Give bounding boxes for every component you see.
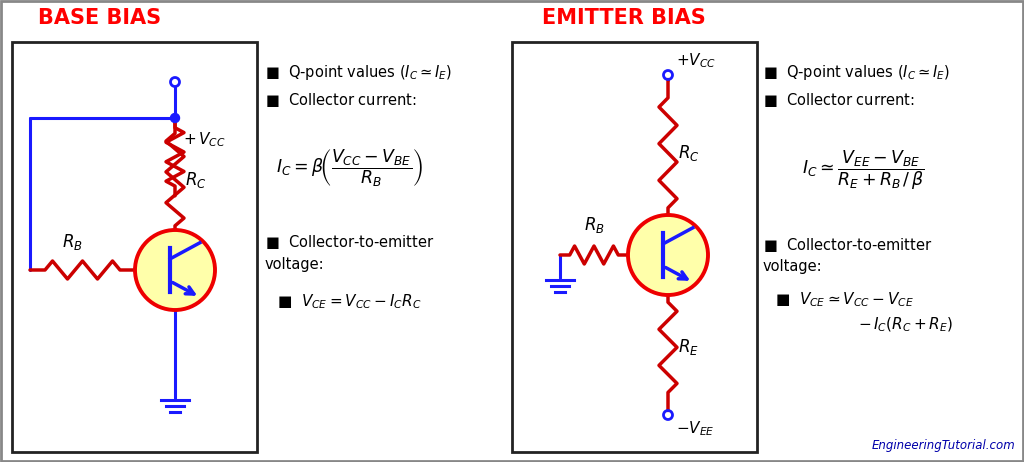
Text: voltage:: voltage: (265, 256, 325, 272)
Bar (12, 42, 257, 452)
Text: $\blacksquare$  Q-point values ($I_C \simeq I_E$): $\blacksquare$ Q-point values ($I_C \sim… (763, 62, 950, 81)
Text: $\blacksquare$  Collector-to-emitter: $\blacksquare$ Collector-to-emitter (763, 236, 932, 254)
Circle shape (135, 230, 215, 310)
Circle shape (171, 114, 179, 122)
Text: $R_B$: $R_B$ (584, 215, 604, 235)
Text: EMITTER BIAS: EMITTER BIAS (542, 8, 706, 28)
Text: $I_C = \beta\!\left(\dfrac{V_{CC} - V_{BE}}{R_B}\right)$: $I_C = \beta\!\left(\dfrac{V_{CC} - V_{B… (276, 147, 424, 188)
Text: $I_C \simeq \dfrac{V_{EE} - V_{BE}}{R_E + R_B\,/\,\beta}$: $I_C \simeq \dfrac{V_{EE} - V_{BE}}{R_E … (802, 148, 925, 192)
Text: $\blacksquare$  Collector current:: $\blacksquare$ Collector current: (265, 91, 417, 109)
Text: $\blacksquare$  Q-point values ($I_C \simeq I_E$): $\blacksquare$ Q-point values ($I_C \sim… (265, 62, 453, 81)
Text: $-V_{EE}$: $-V_{EE}$ (676, 419, 715, 438)
Text: voltage:: voltage: (763, 260, 822, 274)
Text: $\blacksquare$  $V_{CE} = V_{CC} - I_C R_C$: $\blacksquare$ $V_{CE} = V_{CC} - I_C R_… (278, 292, 422, 311)
Text: $\blacksquare$  $V_{CE} \simeq V_{CC} - V_{CE}$: $\blacksquare$ $V_{CE} \simeq V_{CC} - V… (775, 291, 914, 310)
Text: $+\,V_{CC}$: $+\,V_{CC}$ (183, 131, 225, 149)
Text: $R_C$: $R_C$ (185, 170, 207, 189)
Text: BASE BIAS: BASE BIAS (39, 8, 162, 28)
Text: $R_E$: $R_E$ (678, 337, 698, 357)
Bar (512, 42, 757, 452)
Circle shape (628, 215, 708, 295)
Text: $+V_{CC}$: $+V_{CC}$ (676, 52, 716, 70)
Text: EngineeringTutorial.com: EngineeringTutorial.com (871, 439, 1015, 452)
Text: $R_B$: $R_B$ (62, 232, 83, 252)
Text: $\blacksquare$  Collector-to-emitter: $\blacksquare$ Collector-to-emitter (265, 233, 434, 251)
Text: $R_C$: $R_C$ (678, 143, 699, 163)
Text: $\blacksquare$  Collector current:: $\blacksquare$ Collector current: (763, 91, 914, 109)
Text: $-\,I_C(R_C + R_E)$: $-\,I_C(R_C + R_E)$ (858, 316, 953, 334)
